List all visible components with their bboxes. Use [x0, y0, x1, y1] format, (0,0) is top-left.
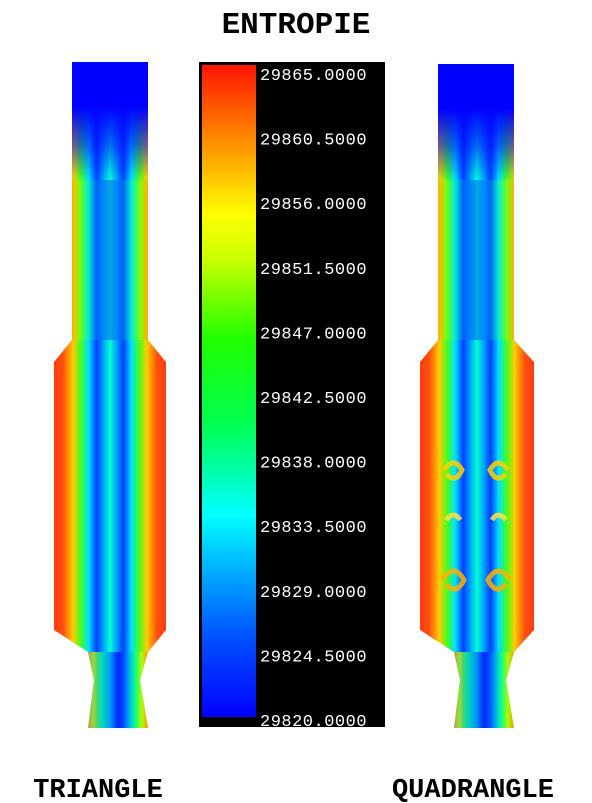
quadrangle-plot [420, 64, 534, 728]
colorbar-tick-label: 29838.0000 [260, 455, 367, 474]
colorbar: 29865.0000 29860.5000 29856.0000 29851.5000… [199, 62, 385, 732]
colorbar-tick-label: 29842.5000 [260, 390, 367, 409]
colorbar-tick-label: 29860.5000 [260, 132, 367, 151]
colorbar-gradient [202, 65, 256, 717]
colorbar-labels: 29865.0000 29860.5000 29856.0000 29851.5000… [260, 67, 367, 732]
colorbar-tick-label: 29824.5000 [260, 648, 367, 667]
figure-title: ENTROPIE [222, 8, 371, 43]
colorbar-tick-label: 29847.0000 [260, 325, 367, 344]
colorbar-tick-label: 29865.0000 [260, 67, 367, 86]
colorbar-tick-label: 29829.0000 [260, 584, 367, 603]
triangle-caption: TRIANGLE [33, 776, 163, 803]
quadrangle-caption: QUADRANGLE [392, 776, 554, 803]
quadrangle-upper-core [438, 180, 514, 340]
colorbar-tick-label: 29856.0000 [260, 196, 367, 215]
triangle-throat [88, 652, 148, 728]
colorbar-tick-label: 29851.5000 [260, 261, 367, 280]
quadrangle-vortices [439, 460, 513, 592]
colorbar-tick-label: 29820.0000 [260, 713, 367, 732]
colorbar-tick-label: 29833.5000 [260, 519, 367, 538]
triangle-plot [54, 62, 166, 728]
triangle-upper-core [72, 180, 148, 340]
quadrangle-throat [454, 652, 514, 728]
